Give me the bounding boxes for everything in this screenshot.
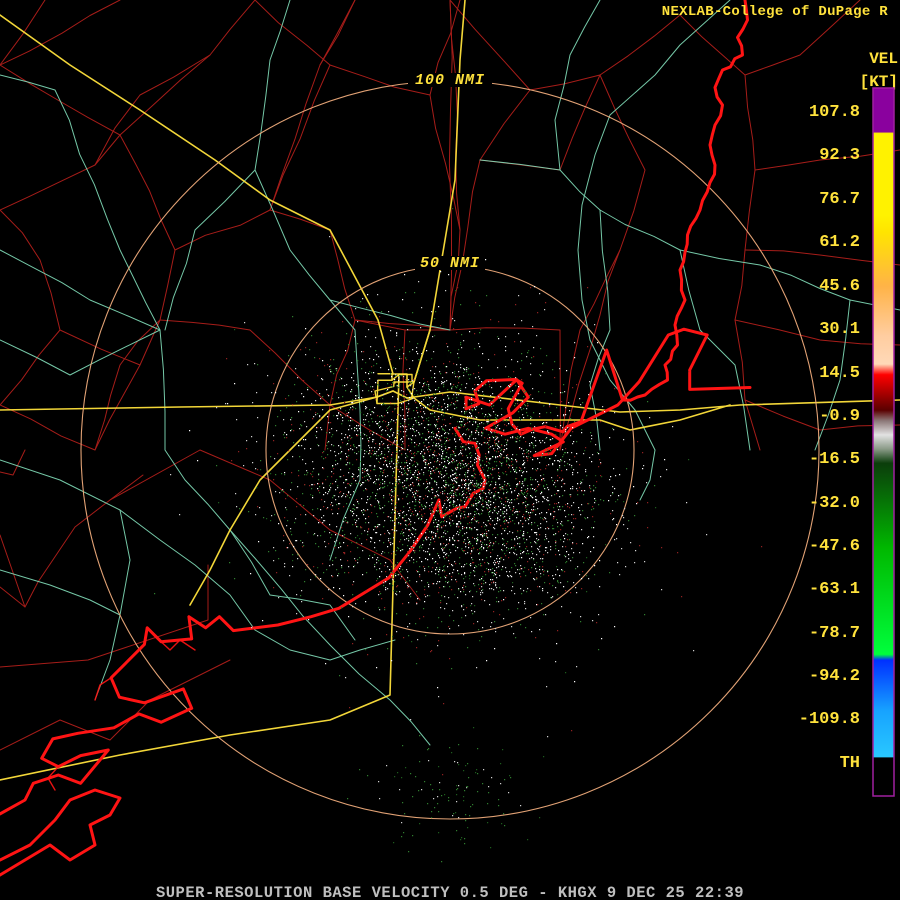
svg-text:14.5: 14.5: [819, 364, 860, 383]
svg-text:TH: TH: [840, 754, 860, 773]
svg-text:-78.7: -78.7: [809, 624, 860, 643]
svg-text:107.8: 107.8: [809, 103, 860, 122]
svg-text:-94.2: -94.2: [809, 667, 860, 686]
svg-text:SUPER-RESOLUTION BASE VELOCITY: SUPER-RESOLUTION BASE VELOCITY 0.5 DEG -…: [156, 884, 744, 900]
svg-text:61.2: 61.2: [819, 233, 860, 252]
svg-text:-109.8: -109.8: [799, 710, 860, 729]
svg-text:NEXLAB-College of DuPage R: NEXLAB-College of DuPage R: [662, 4, 889, 20]
svg-text:-63.1: -63.1: [809, 580, 860, 599]
svg-text:30.1: 30.1: [819, 320, 860, 339]
svg-text:100 NMI: 100 NMI: [415, 72, 485, 89]
svg-text:92.3: 92.3: [819, 146, 860, 165]
svg-text:-16.5: -16.5: [809, 450, 860, 469]
svg-text:-47.6: -47.6: [809, 537, 860, 556]
svg-text:76.7: 76.7: [819, 190, 860, 209]
svg-text:50 NMI: 50 NMI: [420, 255, 480, 272]
svg-text:45.6: 45.6: [819, 277, 860, 296]
svg-text:VEL: VEL: [869, 50, 898, 68]
svg-text:-0.9: -0.9: [819, 407, 860, 426]
svg-text:-32.0: -32.0: [809, 494, 860, 513]
